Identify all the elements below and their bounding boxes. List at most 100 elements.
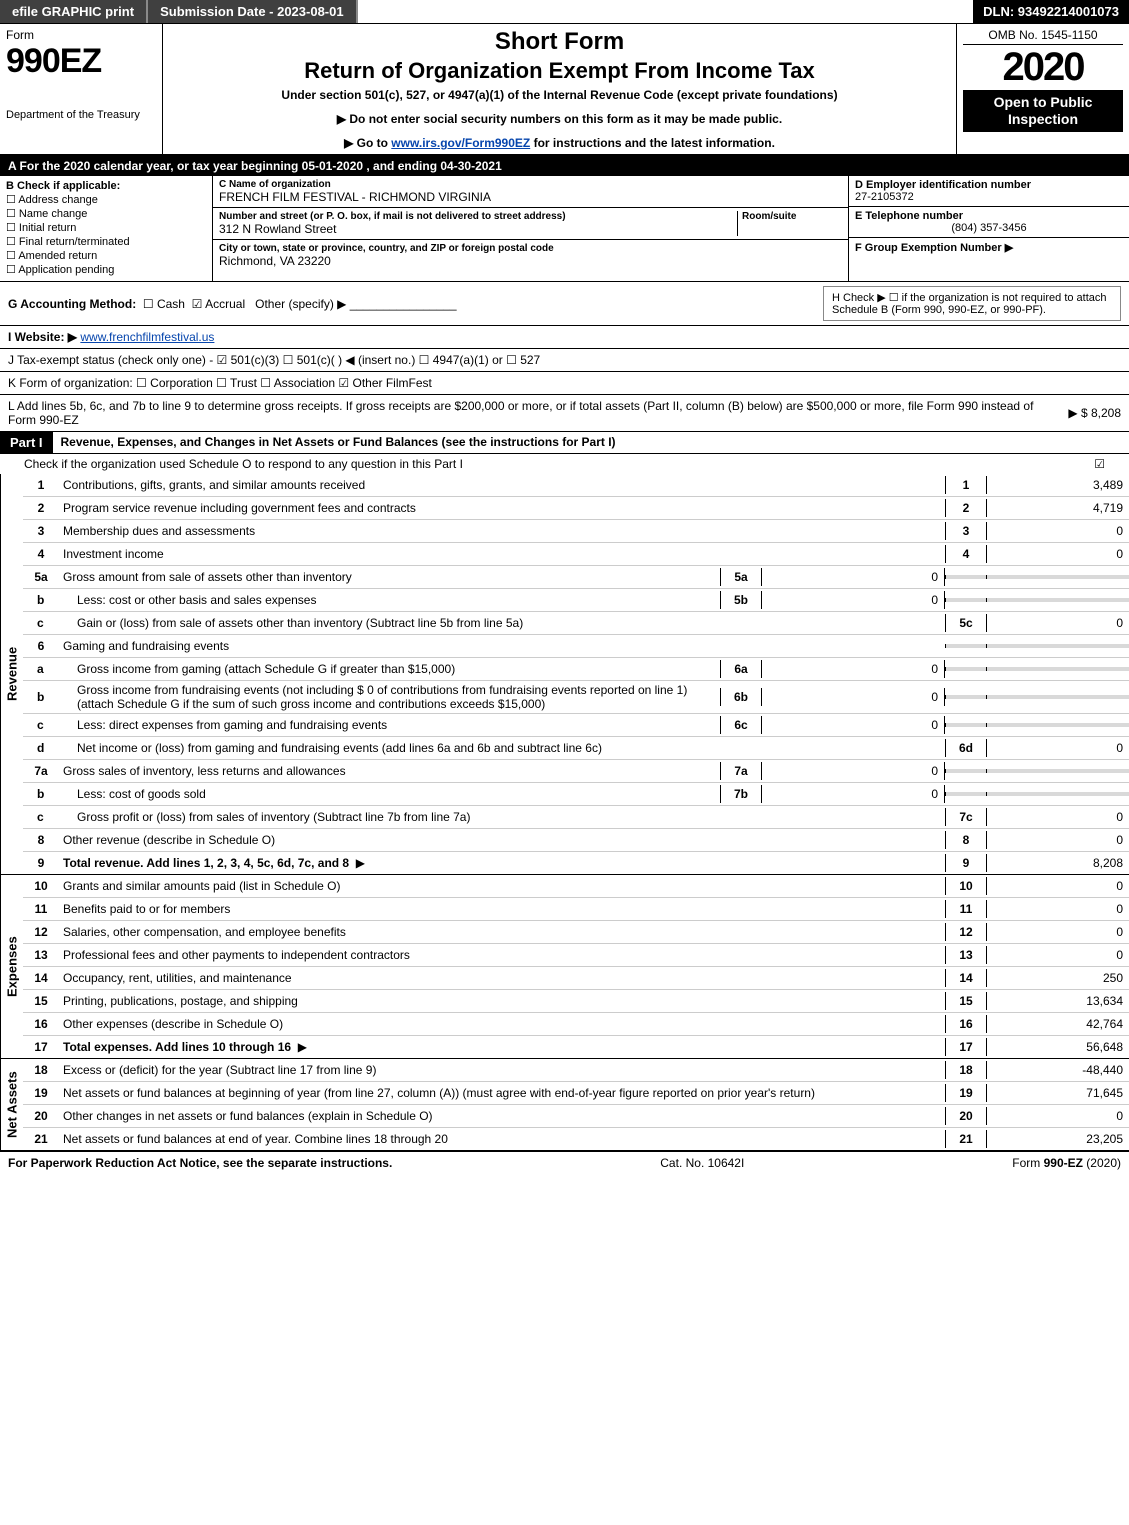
- ein-row: D Employer identification number 27-2105…: [849, 176, 1129, 207]
- net-lines: 18Excess or (deficit) for the year (Subt…: [23, 1059, 1129, 1150]
- line-13: 13Professional fees and other payments t…: [23, 943, 1129, 966]
- website-link[interactable]: www.frenchfilmfestival.us: [80, 330, 214, 344]
- line-14: 14Occupancy, rent, utilities, and mainte…: [23, 966, 1129, 989]
- line-7a: 7aGross sales of inventory, less returns…: [23, 759, 1129, 782]
- line-20: 20Other changes in net assets or fund ba…: [23, 1104, 1129, 1127]
- section-j-row: J Tax-exempt status (check only one) - ☑…: [0, 349, 1129, 372]
- header-right: OMB No. 1545-1150 2020 Open to Public In…: [957, 24, 1129, 154]
- check-note-box[interactable]: ☑: [1094, 457, 1105, 471]
- section-g-row: G Accounting Method: ☐ Cash ☑ Accrual Ot…: [0, 282, 1129, 326]
- g-accrual[interactable]: Accrual: [205, 297, 245, 311]
- org-name-row: C Name of organization FRENCH FILM FESTI…: [213, 176, 848, 208]
- line-21: 21Net assets or fund balances at end of …: [23, 1127, 1129, 1150]
- line-12: 12Salaries, other compensation, and empl…: [23, 920, 1129, 943]
- line-5b: bLess: cost or other basis and sales exp…: [23, 588, 1129, 611]
- ein-value: 27-2105372: [855, 191, 1123, 203]
- section-b: B Check if applicable: ☐ Address change …: [0, 176, 213, 281]
- section-def: D Employer identification number 27-2105…: [849, 176, 1129, 281]
- section-b-label: B Check if applicable:: [6, 180, 206, 192]
- form-title: Return of Organization Exempt From Incom…: [169, 58, 950, 84]
- chk-name-change[interactable]: ☐ Name change: [6, 207, 206, 220]
- line-5c: cGain or (loss) from sale of assets othe…: [23, 611, 1129, 634]
- open-public-badge: Open to Public Inspection: [963, 90, 1123, 132]
- org-name: FRENCH FILM FESTIVAL - RICHMOND VIRGINIA: [219, 190, 842, 204]
- page-footer: For Paperwork Reduction Act Notice, see …: [0, 1150, 1129, 1174]
- line-6b: bGross income from fundraising events (n…: [23, 680, 1129, 713]
- line-5a: 5aGross amount from sale of assets other…: [23, 565, 1129, 588]
- section-l-text: L Add lines 5b, 6c, and 7b to line 9 to …: [8, 399, 1060, 427]
- department-label: Department of the Treasury: [6, 109, 156, 121]
- line-6d: dNet income or (loss) from gaming and fu…: [23, 736, 1129, 759]
- line-11: 11Benefits paid to or for members110: [23, 897, 1129, 920]
- notice-ssn: ▶ Do not enter social security numbers o…: [169, 112, 950, 126]
- g-other[interactable]: Other (specify) ▶: [255, 297, 346, 311]
- net-assets-section: Net Assets 18Excess or (deficit) for the…: [0, 1059, 1129, 1150]
- net-side-label: Net Assets: [0, 1059, 23, 1150]
- chk-initial-return[interactable]: ☐ Initial return: [6, 221, 206, 234]
- line-9: 9Total revenue. Add lines 1, 2, 3, 4, 5c…: [23, 851, 1129, 874]
- line-6c: cLess: direct expenses from gaming and f…: [23, 713, 1129, 736]
- line-10: 10Grants and similar amounts paid (list …: [23, 875, 1129, 897]
- g-cash[interactable]: Cash: [157, 297, 185, 311]
- line-15: 15Printing, publications, postage, and s…: [23, 989, 1129, 1012]
- part1-check-note: Check if the organization used Schedule …: [0, 454, 1129, 474]
- footer-right: Form 990-EZ (2020): [1012, 1156, 1121, 1170]
- top-bar: efile GRAPHIC print Submission Date - 20…: [0, 0, 1129, 24]
- section-k-text: K Form of organization: ☐ Corporation ☐ …: [8, 376, 432, 390]
- street-row: Number and street (or P. O. box, if mail…: [213, 208, 848, 240]
- part1-badge: Part I: [0, 432, 53, 453]
- omb-number: OMB No. 1545-1150: [963, 28, 1123, 45]
- form-subtitle: Under section 501(c), 527, or 4947(a)(1)…: [169, 88, 950, 102]
- efile-print-button[interactable]: efile GRAPHIC print: [0, 0, 148, 23]
- chk-application-pending[interactable]: ☐ Application pending: [6, 263, 206, 276]
- line-1: 1Contributions, gifts, grants, and simil…: [23, 474, 1129, 496]
- street-label: Number and street (or P. O. box, if mail…: [219, 211, 737, 222]
- notice-link-row: ▶ Go to www.irs.gov/Form990EZ for instru…: [169, 136, 950, 150]
- form-word: Form: [6, 28, 156, 42]
- irs-link[interactable]: www.irs.gov/Form990EZ: [391, 136, 530, 150]
- room-label: Room/suite: [742, 211, 842, 222]
- section-i-row: I Website: ▶ www.frenchfilmfestival.us: [0, 326, 1129, 349]
- line-8: 8Other revenue (describe in Schedule O)8…: [23, 828, 1129, 851]
- org-name-label: C Name of organization: [219, 179, 842, 190]
- section-c: C Name of organization FRENCH FILM FESTI…: [213, 176, 849, 281]
- info-block: B Check if applicable: ☐ Address change …: [0, 176, 1129, 282]
- phone-value: (804) 357-3456: [855, 222, 1123, 234]
- line-17: 17Total expenses. Add lines 10 through 1…: [23, 1035, 1129, 1058]
- line-2: 2Program service revenue including gover…: [23, 496, 1129, 519]
- revenue-lines: 1Contributions, gifts, grants, and simil…: [23, 474, 1129, 874]
- tax-year: 2020: [963, 45, 1123, 90]
- part1-header-row: Part I Revenue, Expenses, and Changes in…: [0, 432, 1129, 454]
- chk-final-return[interactable]: ☐ Final return/terminated: [6, 235, 206, 248]
- phone-label: E Telephone number: [855, 210, 1123, 222]
- city-row: City or town, state or province, country…: [213, 240, 848, 271]
- check-note-text: Check if the organization used Schedule …: [24, 457, 1094, 471]
- short-form-title: Short Form: [169, 28, 950, 56]
- line-16: 16Other expenses (describe in Schedule O…: [23, 1012, 1129, 1035]
- notice-post: for instructions and the latest informat…: [530, 136, 775, 150]
- expenses-side-label: Expenses: [0, 875, 23, 1058]
- revenue-section: Revenue 1Contributions, gifts, grants, a…: [0, 474, 1129, 875]
- section-g: G Accounting Method: ☐ Cash ☑ Accrual Ot…: [8, 297, 457, 311]
- submission-date-button[interactable]: Submission Date - 2023-08-01: [148, 0, 358, 23]
- section-h: H Check ▶ ☐ if the organization is not r…: [823, 286, 1121, 321]
- chk-amended-return[interactable]: ☐ Amended return: [6, 249, 206, 262]
- footer-left: For Paperwork Reduction Act Notice, see …: [8, 1156, 392, 1170]
- ein-label: D Employer identification number: [855, 179, 1123, 191]
- period-bar: A For the 2020 calendar year, or tax yea…: [0, 156, 1129, 176]
- section-k-row: K Form of organization: ☐ Corporation ☐ …: [0, 372, 1129, 395]
- form-number: 990EZ: [6, 42, 156, 81]
- line-4: 4Investment income40: [23, 542, 1129, 565]
- line-3: 3Membership dues and assessments30: [23, 519, 1129, 542]
- g-label: G Accounting Method:: [8, 297, 136, 311]
- form-header: Form 990EZ Department of the Treasury Sh…: [0, 24, 1129, 156]
- i-label: I Website: ▶: [8, 330, 77, 344]
- street-value: 312 N Rowland Street: [219, 222, 737, 236]
- section-j-text: J Tax-exempt status (check only one) - ☑…: [8, 353, 540, 367]
- group-row: F Group Exemption Number ▶: [849, 238, 1129, 257]
- notice-pre: ▶ Go to: [344, 136, 391, 150]
- line-19: 19Net assets or fund balances at beginni…: [23, 1081, 1129, 1104]
- phone-row: E Telephone number (804) 357-3456: [849, 207, 1129, 238]
- line-7c: cGross profit or (loss) from sales of in…: [23, 805, 1129, 828]
- chk-address-change[interactable]: ☐ Address change: [6, 193, 206, 206]
